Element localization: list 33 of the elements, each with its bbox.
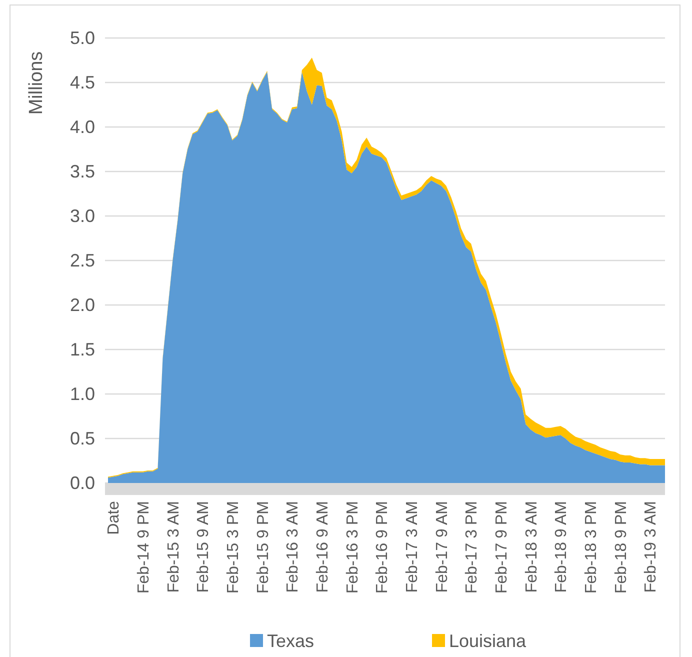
x-tick-label: Feb-17 3 AM <box>404 501 421 593</box>
x-tick-label: Feb-14 9 PM <box>135 501 152 594</box>
y-tick-label: 4.5 <box>70 72 95 92</box>
y-tick-label: 5.0 <box>70 28 95 48</box>
y-tick-label: 0.0 <box>70 472 95 493</box>
x-tick-label: Feb-15 9 AM <box>195 501 212 593</box>
x-tick-label: Feb-17 3 PM <box>464 501 481 594</box>
y-tick-label: 2.0 <box>70 294 95 315</box>
y-tick-label: 1.5 <box>70 339 95 360</box>
x-tick-label: Feb-15 3 PM <box>224 501 242 594</box>
x-tick-label: Feb-19 3 AM <box>642 501 660 593</box>
y-tick-label: 1.0 <box>70 384 95 404</box>
y-tick-label: 0.5 <box>70 428 95 448</box>
x-tick-label: Feb-18 3 AM <box>523 501 540 593</box>
x-tick-label: Feb-17 9 PM <box>493 501 510 594</box>
legend-label: Texas <box>267 631 314 651</box>
x-tick-label: Feb-16 3 PM <box>344 501 362 594</box>
y-tick-label: 3.0 <box>70 206 95 226</box>
legend-label: Louisiana <box>449 631 528 651</box>
x-tick-label: Feb-15 9 PM <box>254 501 272 594</box>
x-tick-label: Feb-16 3 AM <box>284 501 302 593</box>
x-tick-label: Feb-17 9 AM <box>434 501 451 593</box>
x-tick-label: Feb-16 9 AM <box>314 501 332 593</box>
x-tick-label: Date <box>106 500 123 535</box>
y-tick-label: 4.0 <box>70 116 95 137</box>
x-tick-label: Feb-18 9 AM <box>553 501 570 593</box>
y-tick-label: 2.5 <box>70 250 95 270</box>
y-axis-title: Millions <box>26 51 47 115</box>
x-tick-label: Feb-18 9 PM <box>612 501 630 594</box>
x-tick-label: Feb-18 3 PM <box>583 501 600 594</box>
y-tick-label: 3.5 <box>70 161 95 182</box>
x-tick-label: Feb-15 3 AM <box>165 501 182 593</box>
x-tick-label: Feb-16 9 PM <box>374 501 392 594</box>
